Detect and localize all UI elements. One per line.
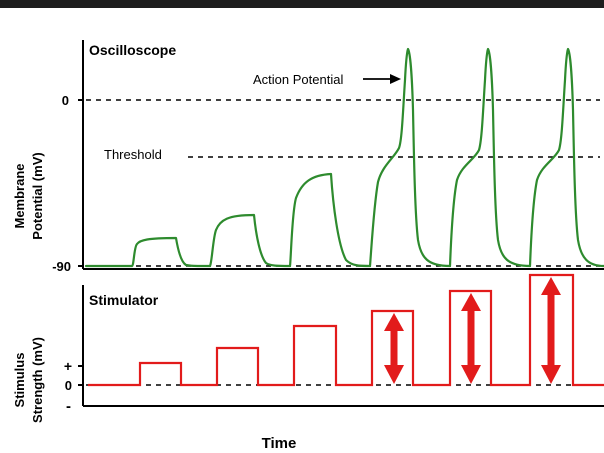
oscilloscope-ylabel-line2: Potential (mV): [30, 152, 45, 239]
stimulus-arrow-6: [541, 277, 561, 384]
stimulator-ylabel-line2: Strength (mV): [30, 337, 45, 423]
membrane-potential-trace: [84, 47, 604, 268]
stimulus-trace: [88, 273, 604, 387]
window-top-bar: [0, 0, 604, 8]
action-potential-label: Action Potential: [253, 72, 343, 87]
stimulator-panel: Stimulator + 0 - Stimulus Strength (mV): [12, 273, 604, 423]
action-potential-arrow-head: [390, 74, 401, 84]
tick-label-zero: 0: [62, 93, 69, 108]
threshold-label: Threshold: [104, 147, 162, 162]
stimulator-ylabel-line1: Stimulus: [12, 353, 27, 408]
stimulator-title: Stimulator: [89, 292, 159, 308]
time-axis-label: Time: [262, 435, 297, 452]
oscilloscope-ylabel-line1: Membrane: [12, 163, 27, 228]
tick-label-minus: -: [66, 398, 71, 415]
oscilloscope-title: Oscilloscope: [89, 42, 176, 58]
stimulus-arrow-5: [461, 293, 481, 384]
oscilloscope-panel: Oscilloscope Action Potential Threshold …: [12, 40, 604, 274]
tick-label-plus: +: [64, 358, 72, 374]
tick-label-rest: -90: [52, 259, 71, 274]
tick-label-stim-zero: 0: [65, 378, 72, 393]
stimulus-arrow-4: [384, 313, 404, 384]
